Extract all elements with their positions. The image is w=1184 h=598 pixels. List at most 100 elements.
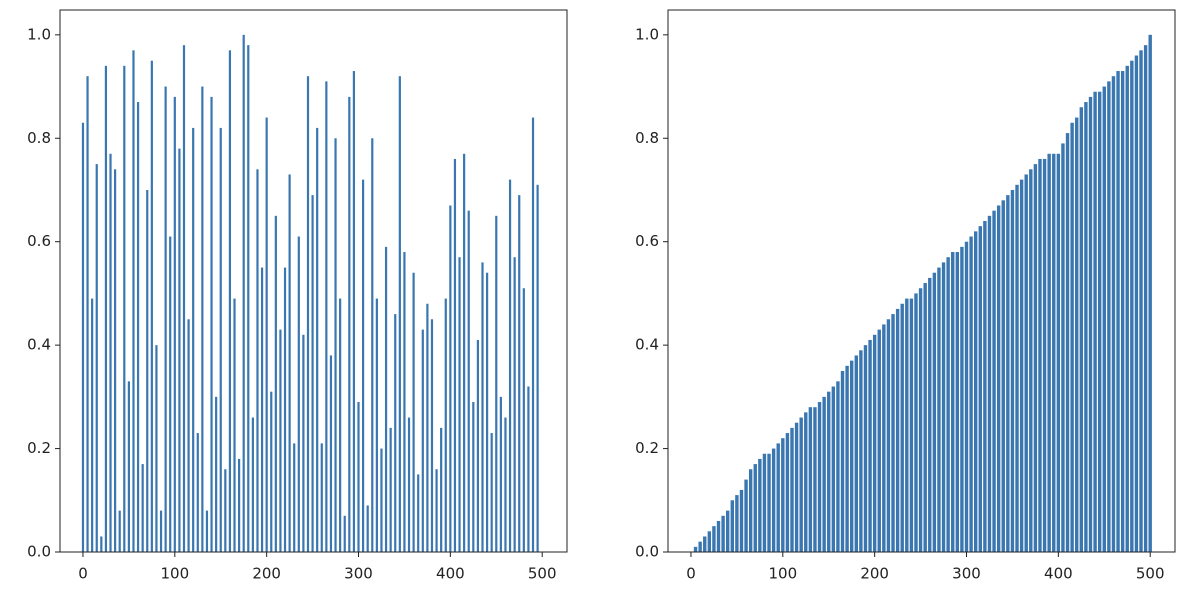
bar	[895, 308, 900, 552]
bar	[86, 76, 89, 552]
bar	[817, 402, 822, 552]
bar	[435, 469, 438, 552]
x-tick-label: 400	[436, 565, 465, 583]
bar	[150, 60, 153, 553]
bar	[293, 443, 296, 552]
bar	[306, 76, 310, 552]
bar	[270, 391, 273, 552]
bar	[1065, 133, 1070, 553]
bar	[1143, 45, 1148, 552]
bar	[508, 179, 512, 552]
bar	[1001, 200, 1005, 552]
bar	[1111, 76, 1116, 552]
bar	[449, 205, 452, 552]
bar	[251, 417, 254, 552]
bar	[472, 402, 475, 552]
bar	[712, 526, 716, 552]
bar	[698, 541, 702, 552]
bar	[794, 422, 799, 552]
y-tick-label: 0.4	[27, 336, 51, 354]
bar	[136, 102, 140, 552]
bar	[297, 236, 300, 553]
bar	[453, 158, 457, 552]
bar	[352, 71, 356, 552]
bar	[114, 169, 117, 552]
bar	[288, 174, 291, 552]
bar	[440, 427, 443, 552]
bar	[384, 246, 388, 553]
bar	[1125, 65, 1129, 552]
bar	[348, 96, 351, 552]
bar	[371, 138, 374, 553]
bar	[877, 329, 881, 552]
bar	[928, 277, 932, 552]
bar	[693, 546, 698, 552]
bar	[1075, 117, 1079, 553]
bar	[380, 448, 383, 552]
bar	[822, 396, 826, 552]
bar	[1070, 122, 1074, 553]
bar	[771, 448, 776, 552]
bar	[840, 370, 845, 552]
x-tick-label: 0	[686, 565, 696, 583]
bar	[762, 453, 767, 552]
bar	[739, 489, 744, 552]
bar	[536, 184, 539, 552]
y-tick-label: 0.4	[635, 336, 659, 354]
bar	[444, 298, 447, 552]
axes-frame	[667, 9, 1176, 553]
bar	[1015, 184, 1019, 552]
bar	[325, 81, 328, 552]
bar	[403, 252, 406, 553]
bar	[155, 345, 158, 552]
bar	[946, 257, 950, 552]
bar	[1130, 60, 1134, 553]
x-tick-label: 100	[768, 565, 797, 583]
bar	[458, 257, 461, 552]
bar	[394, 314, 397, 552]
bar	[1102, 86, 1106, 552]
bar	[1010, 189, 1015, 552]
bar	[283, 267, 287, 552]
bar	[758, 458, 762, 552]
bar	[196, 433, 199, 552]
bar	[215, 396, 218, 552]
bar	[518, 195, 521, 552]
x-tick-label: 100	[160, 565, 189, 583]
x-tick-label: 500	[1136, 565, 1165, 583]
bar	[868, 339, 872, 552]
bar	[339, 298, 342, 552]
x-tick-label: 500	[528, 565, 557, 583]
y-tick-label: 0.8	[27, 129, 51, 147]
bar	[1084, 102, 1088, 552]
bar	[132, 50, 135, 553]
bar	[744, 479, 748, 552]
bar	[127, 381, 130, 552]
bar	[914, 293, 918, 552]
bar	[219, 127, 222, 553]
bar	[238, 458, 241, 552]
bar	[854, 355, 858, 552]
bar	[389, 427, 392, 552]
bar	[923, 283, 927, 552]
bar	[178, 148, 181, 552]
bar	[481, 262, 484, 552]
bar	[951, 252, 955, 553]
bar	[1139, 50, 1143, 553]
bar	[909, 298, 914, 552]
bar	[334, 138, 337, 553]
bar	[726, 510, 730, 552]
bar	[421, 329, 424, 552]
bar	[192, 127, 195, 553]
bar	[141, 464, 144, 552]
bar	[187, 319, 190, 552]
bar	[735, 495, 739, 552]
bar	[499, 396, 502, 552]
bar	[872, 334, 877, 552]
bar	[918, 288, 923, 552]
bar	[1061, 143, 1065, 552]
y-tick-label: 0.2	[635, 439, 659, 457]
bar	[937, 267, 941, 552]
bar	[256, 169, 259, 552]
